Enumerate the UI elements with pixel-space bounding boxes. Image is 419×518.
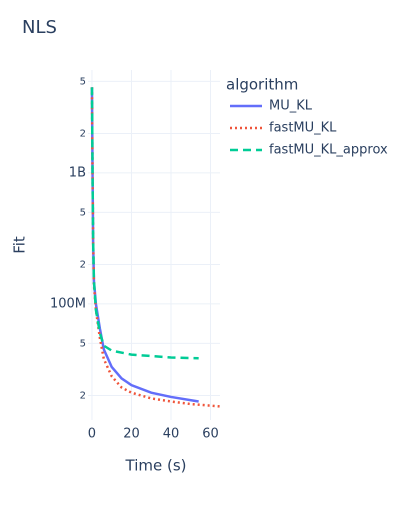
line [90,87,199,403]
x-axis-title: Time (s) [125,457,187,475]
y-tick-label: 5 [80,76,86,87]
x-tick-label: 0 [88,427,96,442]
y-tick-label: 5 [80,338,86,349]
y-axis-title: Fit [11,236,29,254]
legend-label: MU_KL [269,99,313,114]
y-tick-label: 2 [80,259,86,270]
legend-title: algorithm [226,76,298,94]
x-tick-label: 60 [202,427,219,442]
chart-title: NLS [22,17,57,38]
legend-label: fastMU_KL_approx [269,143,388,158]
x-tick-label: 20 [123,427,140,442]
line [90,87,199,360]
y-tick-label: 1B [69,165,86,180]
legend-label: fastMU_KL [269,121,337,136]
y-tick-label: 5 [80,207,86,218]
x-tick-label: 40 [163,427,180,442]
y-tick-label: 2 [80,390,86,401]
y-tick-label: 100M [50,296,86,311]
y-tick-label: 2 [80,128,86,139]
